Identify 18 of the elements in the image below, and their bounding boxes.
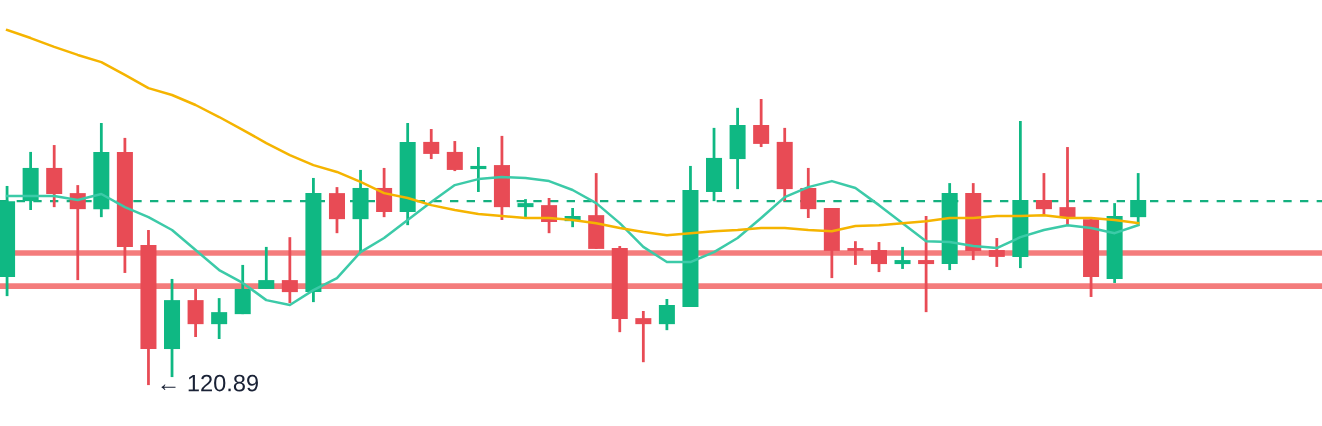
candlestick — [281, 235, 298, 305]
candlestick — [988, 236, 1005, 269]
candlestick — [470, 145, 487, 194]
candlestick — [894, 245, 911, 271]
candlestick — [423, 127, 440, 161]
candlestick — [870, 240, 887, 274]
candlestick — [1035, 171, 1052, 217]
candlestick — [800, 166, 817, 220]
candlestick — [753, 97, 770, 149]
annotation: ← 120.89 — [161, 374, 258, 392]
candlestick — [635, 309, 652, 364]
candlestick — [258, 245, 275, 291]
candlestick — [918, 214, 935, 314]
candlestick — [847, 239, 864, 267]
candlestick — [211, 296, 228, 341]
candlestick — [658, 297, 675, 332]
candlestick — [1130, 171, 1147, 228]
candlestick — [446, 139, 463, 173]
